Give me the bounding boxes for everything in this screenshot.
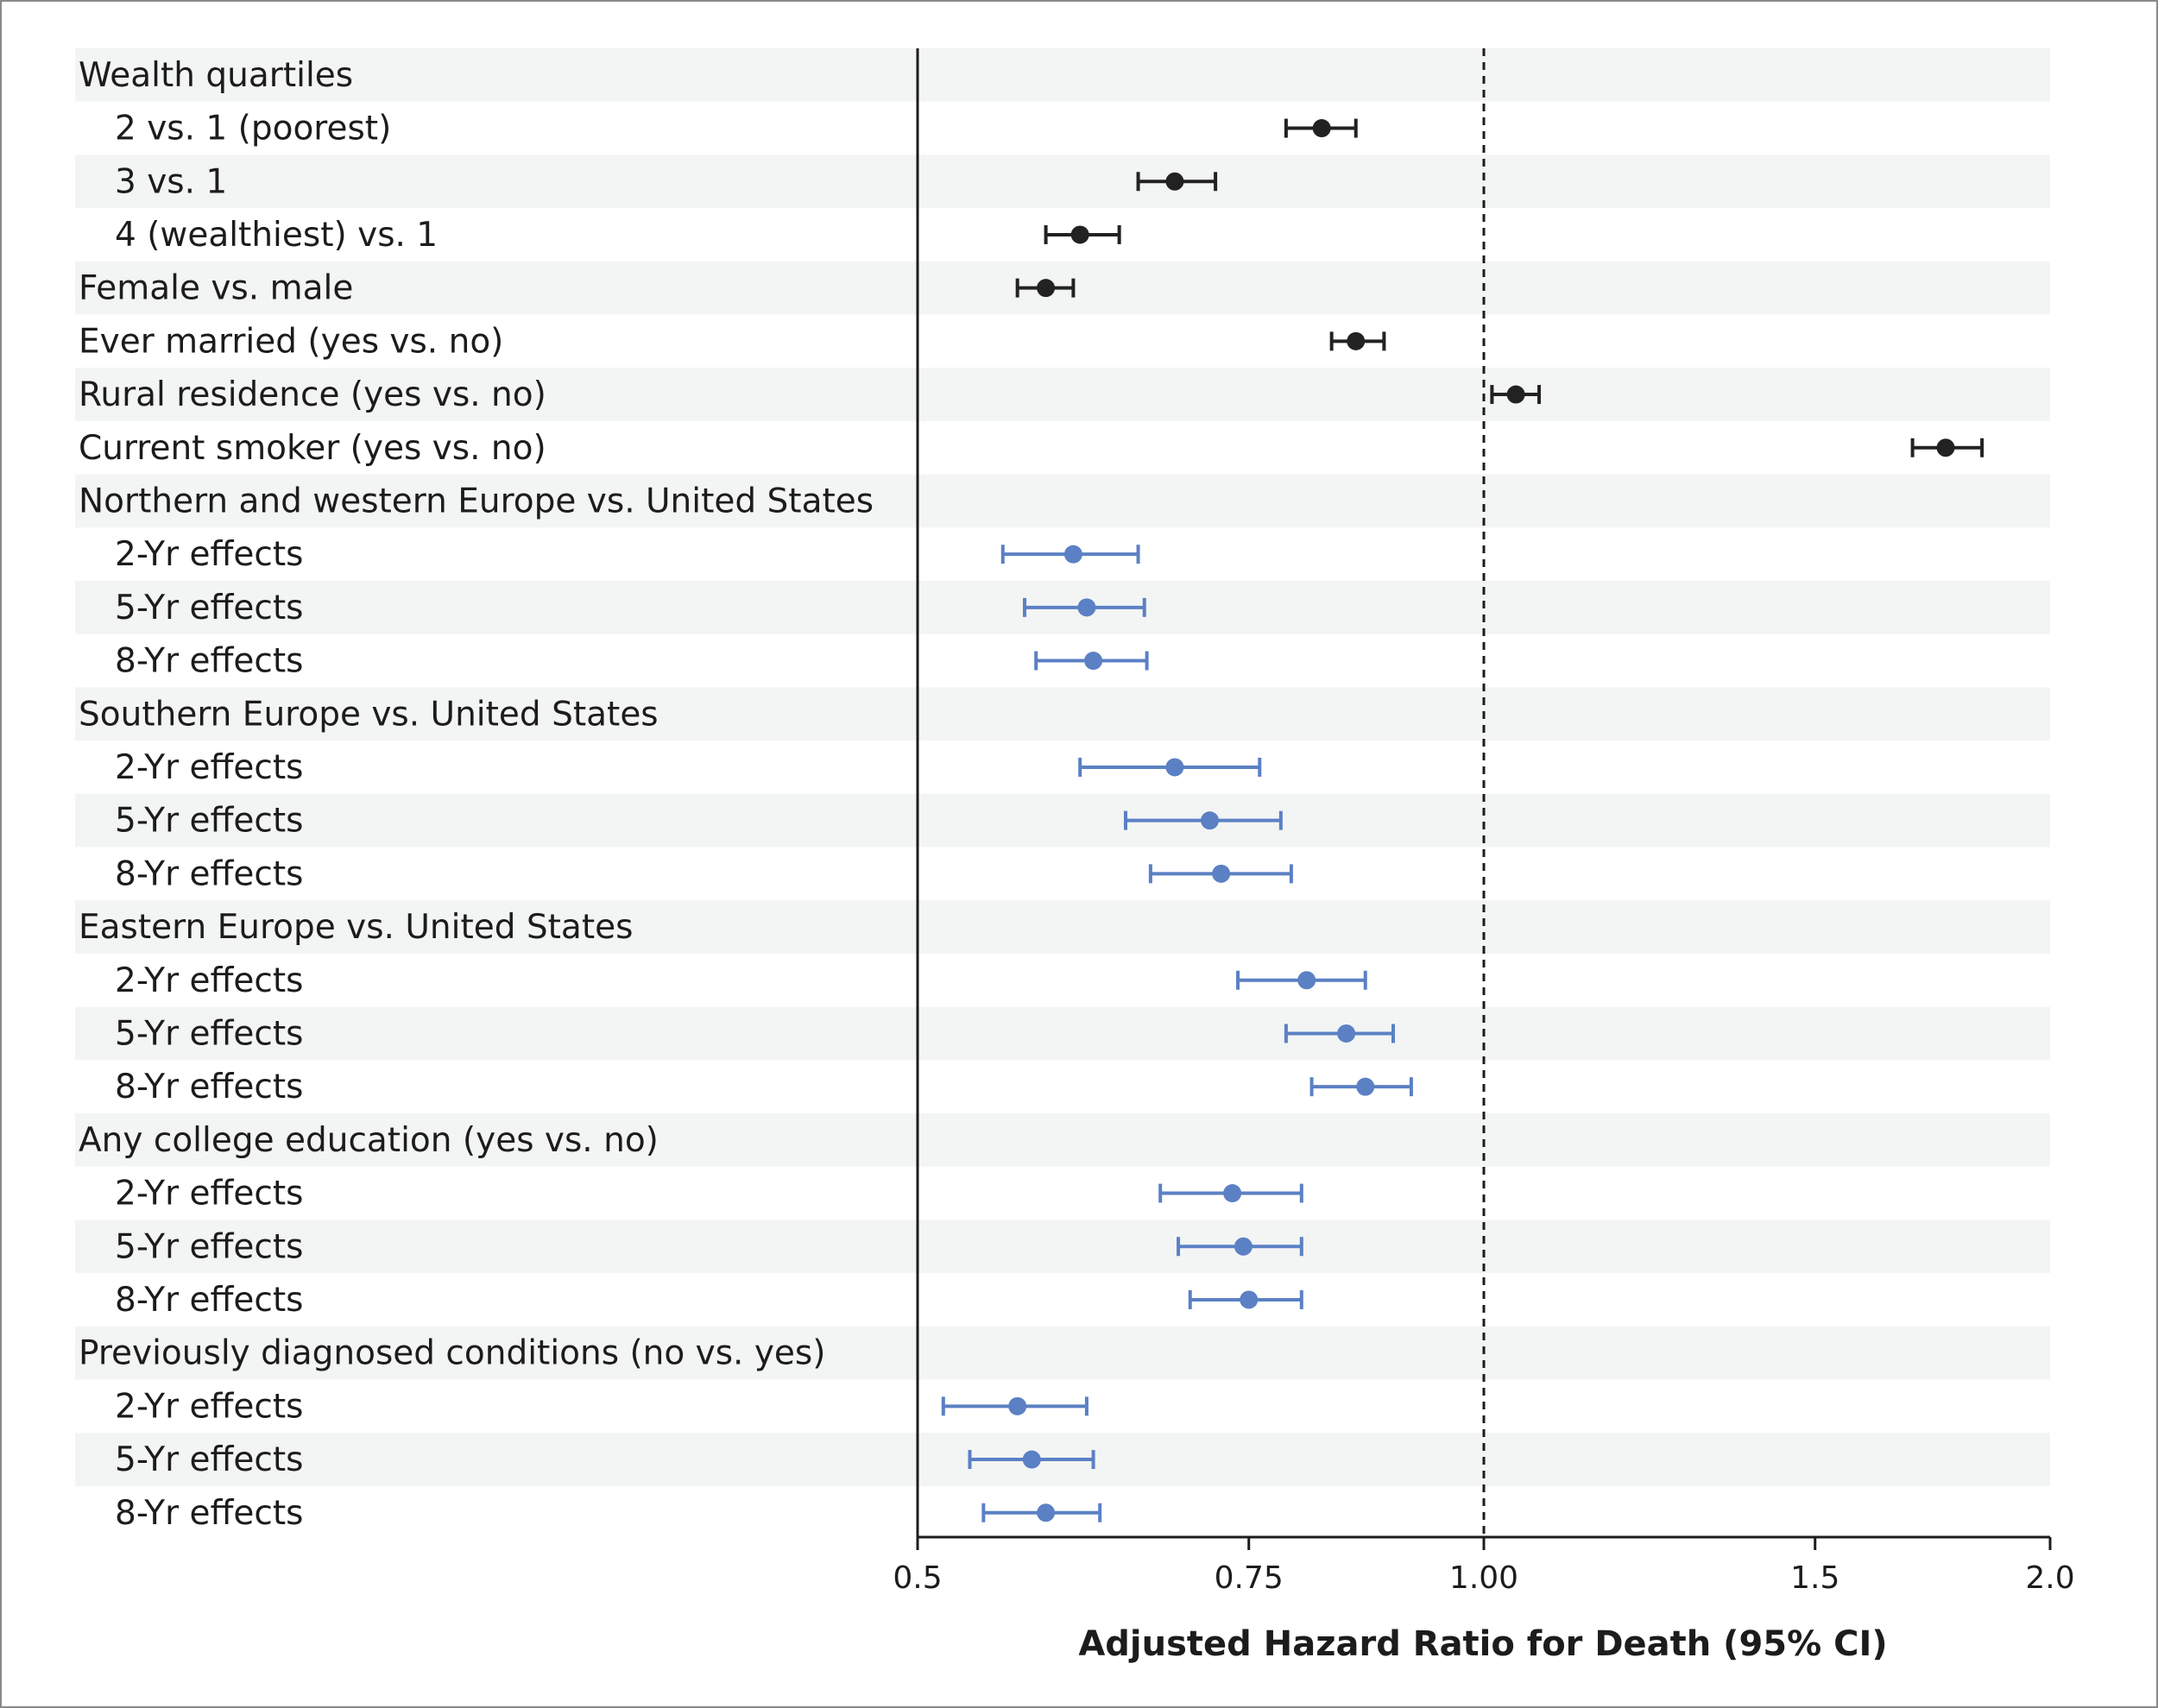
row-label: 4 (wealthiest) vs. 1 — [115, 216, 438, 255]
row-label: 5-Yr effects — [115, 802, 303, 841]
estimate-mark — [1284, 1024, 1396, 1043]
estimate-mark — [1236, 970, 1367, 990]
point-estimate — [1212, 864, 1231, 883]
row-label: 2-Yr effects — [115, 748, 303, 787]
point-estimate — [1356, 1077, 1375, 1096]
point-estimate — [1201, 811, 1220, 830]
point-estimate — [1297, 971, 1316, 990]
row-band — [75, 900, 2050, 954]
estimate-mark — [1044, 224, 1121, 244]
estimate-mark — [968, 1450, 1095, 1470]
row-label: Southern Europe vs. United States — [79, 695, 659, 734]
estimate-mark — [1309, 1077, 1413, 1097]
row-label: 5-Yr effects — [115, 589, 303, 627]
row-label: 2-Yr effects — [115, 1175, 303, 1213]
estimate-mark — [1284, 118, 1358, 138]
row-label: 2-Yr effects — [115, 535, 303, 574]
estimate-mark — [1136, 172, 1218, 192]
estimate-mark — [1490, 385, 1542, 405]
row-label: 8-Yr effects — [115, 1281, 303, 1320]
row-label: 5-Yr effects — [115, 1014, 303, 1053]
point-estimate — [1223, 1184, 1242, 1203]
row-label: Rural residence (yes vs. no) — [79, 375, 546, 414]
row-label: 2 vs. 1 (poorest) — [115, 110, 391, 148]
point-estimate — [1312, 119, 1331, 138]
point-estimate — [1234, 1237, 1253, 1256]
point-estimate — [1165, 172, 1184, 191]
point-estimate — [1070, 225, 1089, 244]
row-label: 5-Yr effects — [115, 1440, 303, 1479]
point-estimate — [1240, 1290, 1259, 1309]
estimate-mark — [1148, 864, 1293, 884]
estimate-mark — [1188, 1289, 1303, 1309]
x-axis-title: Adjusted Hazard Ratio for Death (95% CI) — [1078, 1624, 1887, 1664]
x-tick-label: 0.5 — [893, 1560, 942, 1596]
point-estimate — [1037, 1503, 1056, 1522]
x-tick-label: 2.0 — [2025, 1560, 2074, 1596]
point-estimate — [1063, 545, 1082, 564]
point-estimate — [1008, 1396, 1027, 1415]
estimate-mark — [1000, 545, 1140, 564]
x-tick-label: 1.5 — [1790, 1560, 1839, 1596]
row-label: 8-Yr effects — [115, 854, 303, 893]
row-band — [75, 687, 2050, 741]
point-estimate — [1037, 279, 1056, 298]
data-marks — [941, 118, 1984, 1522]
estimate-mark — [1078, 757, 1262, 777]
estimate-mark — [941, 1396, 1088, 1416]
row-label: Current smoker (yes vs. no) — [79, 429, 546, 468]
estimate-mark — [1329, 331, 1386, 351]
point-estimate — [1506, 385, 1525, 404]
row-label: Any college education (yes vs. no) — [79, 1121, 659, 1160]
row-band — [75, 48, 2050, 102]
row-band — [75, 474, 2050, 528]
row-label: Female vs. male — [79, 269, 353, 308]
estimate-mark — [1034, 651, 1149, 671]
point-estimate — [1022, 1450, 1041, 1469]
estimate-mark — [1177, 1237, 1303, 1257]
row-bands — [75, 48, 2050, 1486]
row-label: Wealth quartiles — [79, 56, 353, 95]
point-estimate — [1165, 758, 1184, 777]
estimate-mark — [1015, 278, 1076, 298]
x-axis-ticks: 0.5 0.75 1.00 1.5 2.0 — [893, 1537, 2075, 1596]
row-label: 5-Yr effects — [115, 1227, 303, 1266]
row-label: 3 vs. 1 — [115, 162, 227, 201]
row-band — [75, 1113, 2050, 1167]
row-band — [75, 793, 2050, 848]
x-tick-label: 0.75 — [1215, 1560, 1284, 1596]
estimate-mark — [1123, 810, 1283, 830]
row-label: 8-Yr effects — [115, 1068, 303, 1106]
x-tick-label: 1.00 — [1449, 1560, 1518, 1596]
estimate-mark — [1023, 597, 1146, 617]
row-label: Eastern Europe vs. United States — [79, 908, 633, 947]
point-estimate — [1347, 331, 1366, 350]
point-estimate — [1077, 598, 1096, 617]
estimate-mark — [981, 1503, 1102, 1522]
row-band — [75, 154, 2050, 209]
estimate-mark — [1158, 1183, 1303, 1203]
row-label: 8-Yr effects — [115, 1494, 303, 1533]
row-label: Previously diagnosed conditions (no vs. … — [79, 1334, 825, 1373]
estimate-mark — [1910, 438, 1984, 457]
row-label: Ever married (yes vs. no) — [79, 322, 503, 361]
row-band — [75, 368, 2050, 421]
point-estimate — [1337, 1024, 1356, 1043]
point-estimate — [1936, 438, 1955, 457]
point-estimate — [1084, 652, 1103, 671]
row-label: 2-Yr effects — [115, 1387, 303, 1426]
row-band — [75, 1006, 2050, 1061]
row-band — [75, 1326, 2050, 1380]
row-label: 8-Yr effects — [115, 642, 303, 681]
row-labels: Wealth quartiles 2 vs. 1 (poorest) 3 vs. 1… — [79, 56, 874, 1533]
row-label: Northern and western Europe vs. United S… — [79, 482, 874, 520]
row-label: 2-Yr effects — [115, 961, 303, 1000]
row-band — [75, 1220, 2050, 1274]
